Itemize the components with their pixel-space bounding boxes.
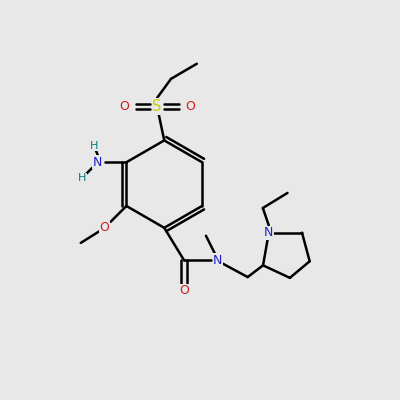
Text: N: N [264,226,274,239]
Text: O: O [179,284,189,298]
Text: N: N [93,156,102,169]
Text: H: H [90,140,98,150]
Text: S: S [152,99,162,114]
Text: N: N [213,254,222,267]
Text: H: H [78,173,86,183]
Text: O: O [100,221,110,234]
Text: O: O [119,100,129,113]
Text: O: O [186,100,196,113]
